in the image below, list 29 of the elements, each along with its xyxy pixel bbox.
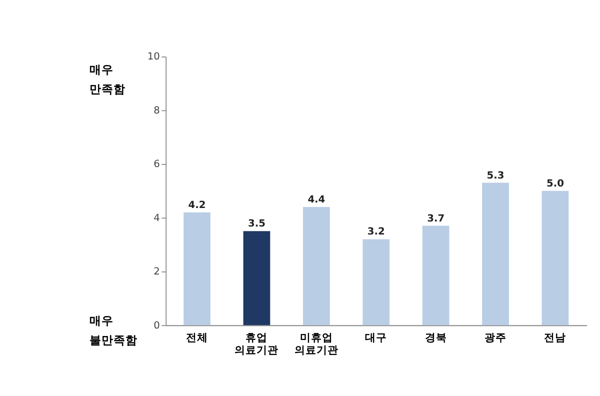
y-tick-label: 6 xyxy=(154,159,160,170)
data-label: 3.7 xyxy=(427,213,445,224)
data-label: 4.2 xyxy=(188,200,206,211)
y-tick-label: 0 xyxy=(154,320,160,332)
data-label: 3.5 xyxy=(248,218,266,230)
y-tick-label: 4 xyxy=(154,212,160,224)
x-tick-label: 미휴업 의료기관 xyxy=(294,330,338,356)
bar xyxy=(362,239,390,326)
data-label: 3.2 xyxy=(367,226,385,238)
x-tick-label: 전체 xyxy=(186,330,208,344)
text: 매우 불만족함 xyxy=(90,313,138,347)
bar xyxy=(243,231,270,326)
data-label: 4.4 xyxy=(308,194,326,206)
bar xyxy=(422,226,450,326)
x-tick-label: 전남 xyxy=(544,330,566,344)
data-label: 5.0 xyxy=(546,178,564,190)
x-tick-label: 대구 xyxy=(365,330,388,344)
x-tick-label: 광주 xyxy=(484,330,507,344)
bar xyxy=(302,206,330,326)
bar xyxy=(482,182,509,326)
y-tick-label: 2 xyxy=(154,266,160,278)
y-tick-label: 8 xyxy=(154,105,160,116)
data-label: 5.3 xyxy=(486,170,504,182)
y-tick-label: 10 xyxy=(147,52,160,63)
bar xyxy=(542,190,569,326)
x-tick-label: 경북 xyxy=(424,330,447,344)
text: 매우 만족함 xyxy=(90,62,126,96)
bar xyxy=(184,212,210,326)
x-tick-label: 휴업 의료기관 xyxy=(234,330,279,356)
